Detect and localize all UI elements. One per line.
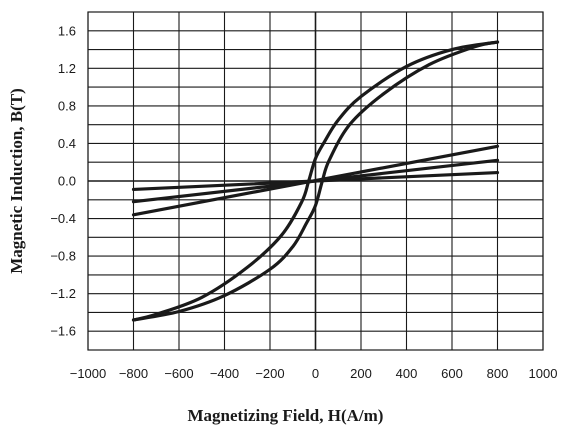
y-axis-title: Magnetic Induction, B(T) xyxy=(7,88,26,274)
series-line-2 xyxy=(131,40,500,322)
x-tick-label: 800 xyxy=(487,366,509,381)
y-tick-label: −1.2 xyxy=(50,286,76,301)
y-tick-label: 1.6 xyxy=(58,23,76,38)
y-tick-label: 1.2 xyxy=(58,61,76,76)
tick-labels: −1000 −800 −600 −400 −200 0 200 400 600 800 1000 −1… xyxy=(50,23,557,381)
y-tick-label: −0.4 xyxy=(50,211,76,226)
curves xyxy=(131,40,500,322)
x-tick-label: −600 xyxy=(164,366,193,381)
x-tick-label: 1000 xyxy=(529,366,558,381)
series-line-1 xyxy=(131,40,500,322)
x-axis-title: Magnetizing Field, H(A/m) xyxy=(188,406,384,425)
y-tick-label: −1.6 xyxy=(50,324,76,339)
y-tick-label: 0.0 xyxy=(58,174,76,189)
x-tick-label: −400 xyxy=(210,366,239,381)
x-tick-label: −1000 xyxy=(70,366,107,381)
y-tick-label: 0.4 xyxy=(58,136,76,151)
x-tick-label: 600 xyxy=(441,366,463,381)
x-tick-label: 400 xyxy=(396,366,418,381)
x-tick-label: −200 xyxy=(255,366,284,381)
x-tick-label: −800 xyxy=(119,366,148,381)
y-tick-label: −0.8 xyxy=(50,249,76,264)
y-tick-label: 0.8 xyxy=(58,98,76,113)
plot-frame xyxy=(87,11,544,351)
x-tick-label: 0 xyxy=(312,366,319,381)
series-line-5 xyxy=(131,170,500,192)
x-tick-label: 200 xyxy=(350,366,372,381)
